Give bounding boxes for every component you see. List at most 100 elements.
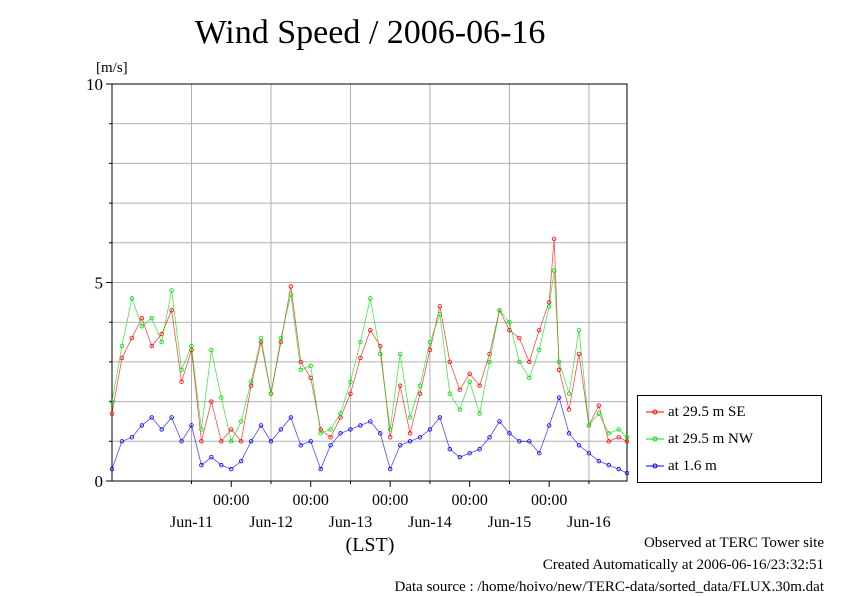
data-point — [109, 466, 115, 472]
data-point — [199, 462, 204, 468]
data-point — [467, 451, 472, 456]
data-point — [199, 439, 204, 444]
data-point — [397, 443, 403, 448]
x-axis-label: (LST) — [346, 534, 395, 556]
data-point — [616, 466, 621, 472]
data-point — [169, 288, 174, 293]
data-point — [328, 443, 333, 448]
data-point — [417, 391, 423, 396]
data-point — [586, 451, 592, 456]
y-tick-label: 10 — [86, 75, 103, 94]
data-point — [149, 415, 154, 420]
grid-lines — [112, 84, 627, 481]
data-point — [551, 268, 557, 273]
data-point — [497, 308, 502, 313]
data-point — [288, 292, 294, 297]
x-time-label: 00:00 — [372, 492, 408, 509]
data-point — [527, 375, 532, 380]
data-point — [551, 236, 557, 242]
series-2 — [109, 395, 630, 476]
data-point — [308, 439, 313, 444]
data-point — [457, 407, 462, 412]
data-point — [427, 427, 433, 432]
data-point — [387, 427, 393, 432]
data-point — [546, 423, 552, 428]
data-point — [586, 423, 592, 428]
data-point — [368, 296, 373, 301]
data-point — [229, 427, 234, 432]
data-point — [159, 427, 164, 432]
legend-marker-se — [646, 409, 664, 415]
legend-label-nw: at 29.5 m NW — [668, 430, 753, 447]
data-point — [527, 439, 532, 444]
data-point — [129, 435, 135, 440]
data-point — [606, 462, 611, 468]
data-point — [616, 427, 621, 432]
data-point — [209, 347, 214, 353]
data-point — [229, 466, 234, 472]
data-point — [517, 359, 522, 365]
data-point — [537, 347, 542, 353]
data-point — [129, 296, 135, 301]
y-axis-label: [m/s] — [96, 60, 128, 76]
data-point — [537, 327, 542, 333]
axis-ticks — [106, 83, 590, 487]
data-point — [546, 304, 552, 309]
data-point — [487, 359, 492, 365]
y-tick-label: 0 — [95, 472, 104, 491]
data-point — [179, 367, 184, 373]
data-point — [318, 431, 323, 436]
data-point — [258, 335, 264, 341]
data-point — [328, 427, 333, 432]
data-point — [248, 439, 254, 444]
data-point — [318, 466, 323, 472]
data-point — [606, 431, 611, 436]
data-point — [338, 431, 343, 436]
series-1 — [109, 268, 630, 444]
data-point — [338, 411, 343, 416]
data-point — [447, 359, 453, 365]
data-point — [407, 431, 413, 436]
data-point — [238, 458, 244, 464]
data-point — [149, 343, 154, 349]
data-point — [556, 367, 562, 373]
data-point — [576, 327, 582, 333]
footer-source: Data source : /home/hoivo/new/TERC-data/… — [394, 579, 825, 595]
data-point — [348, 427, 353, 432]
data-point — [358, 355, 363, 361]
x-day-label: Jun-14 — [408, 514, 452, 531]
data-point — [596, 411, 602, 416]
x-time-label: 00:00 — [292, 492, 328, 509]
data-point — [507, 431, 512, 436]
data-point — [368, 327, 373, 333]
data-point — [596, 403, 602, 408]
data-point — [497, 419, 502, 424]
data-point — [119, 439, 125, 444]
data-point — [437, 415, 443, 420]
data-point — [407, 415, 413, 420]
x-day-label: Jun-15 — [488, 514, 532, 531]
series-line — [111, 270, 628, 443]
data-point — [119, 343, 125, 349]
footer-observed: Observed at TERC Tower site — [643, 535, 824, 551]
data-point — [268, 391, 274, 396]
series-line — [111, 238, 628, 443]
data-point — [397, 383, 403, 388]
data-point — [159, 339, 164, 345]
data-point — [358, 423, 363, 428]
x-day-label: Jun-12 — [249, 514, 293, 531]
legend-marker-nw — [646, 436, 664, 442]
data-point — [407, 439, 413, 444]
data-point — [556, 359, 562, 365]
data-point — [308, 363, 313, 369]
data-point — [517, 439, 522, 444]
data-point — [556, 395, 562, 400]
x-time-label: 00:00 — [531, 492, 567, 509]
data-point — [606, 439, 611, 444]
x-day-label: Jun-11 — [170, 514, 213, 531]
data-point — [348, 391, 353, 396]
data-point — [109, 399, 115, 404]
data-point — [169, 415, 174, 420]
data-point — [209, 454, 214, 460]
